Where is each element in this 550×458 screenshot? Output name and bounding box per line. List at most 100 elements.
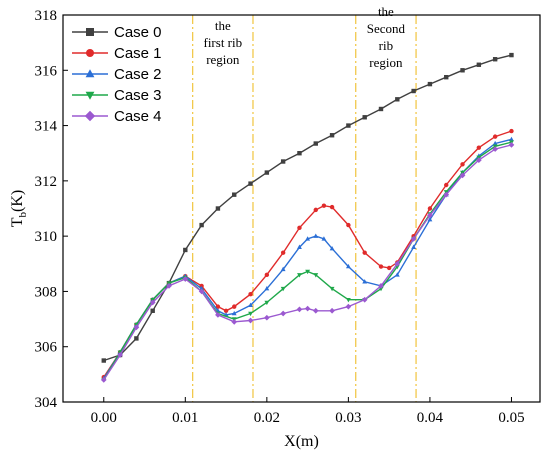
- data-point: [329, 245, 335, 251]
- legend-item: Case 4: [72, 108, 162, 125]
- series-case-4: [100, 142, 515, 383]
- legend-item: Case 0: [72, 24, 162, 41]
- data-point: [100, 377, 107, 383]
- data-point: [411, 244, 417, 249]
- legend-item: Case 3: [72, 87, 162, 104]
- data-point: [263, 314, 270, 321]
- data-point: [231, 310, 237, 316]
- legend-label: Case 3: [114, 87, 162, 104]
- data-point: [427, 216, 433, 222]
- data-point: [215, 304, 221, 309]
- data-point: [476, 62, 482, 67]
- data-point: [459, 172, 466, 179]
- data-point: [509, 52, 514, 58]
- data-point: [313, 207, 318, 213]
- data-point: [248, 311, 253, 317]
- data-point: [378, 106, 384, 112]
- y-axis-title-main: T: [9, 217, 26, 227]
- data-point: [248, 302, 253, 308]
- data-point: [297, 225, 302, 231]
- data-point: [280, 286, 286, 292]
- data-point: [215, 312, 221, 318]
- data-point: [492, 57, 498, 62]
- series-layer: [100, 52, 515, 383]
- x-tick-label: 0.00: [91, 410, 117, 426]
- region-label-line: first rib: [203, 35, 242, 50]
- region-label-line: region: [206, 52, 240, 67]
- data-point: [280, 266, 286, 272]
- x-tick-label: 0.05: [498, 410, 524, 426]
- y-tick-label: 318: [35, 8, 58, 24]
- series-line: [103, 141, 512, 381]
- data-point: [248, 181, 253, 186]
- data-point: [346, 222, 351, 228]
- data-point: [304, 305, 311, 312]
- series-line: [103, 130, 512, 378]
- data-point: [345, 303, 352, 310]
- data-point: [378, 283, 384, 289]
- data-point: [280, 250, 286, 255]
- y-tick-label: 304: [35, 395, 58, 411]
- y-tick-label: 306: [35, 340, 58, 356]
- data-point: [444, 74, 449, 80]
- data-point: [427, 206, 433, 211]
- region-label-line: the: [378, 4, 394, 19]
- data-point: [460, 68, 465, 73]
- y-tick-label: 310: [35, 229, 58, 245]
- data-point: [345, 297, 351, 303]
- x-tick-label: 0.01: [172, 410, 198, 426]
- data-point: [394, 272, 400, 277]
- data-point: [313, 233, 319, 238]
- data-point: [150, 308, 155, 313]
- region-label-layer: the first rib region the Second rib region: [203, 4, 405, 70]
- x-axis-title: X(m): [284, 433, 319, 450]
- region-label-line: the: [215, 18, 231, 33]
- data-point: [232, 304, 237, 309]
- data-point: [264, 272, 270, 278]
- data-point: [361, 296, 368, 303]
- data-point: [215, 206, 221, 211]
- data-point: [329, 286, 335, 292]
- legend-swatch-marker: [86, 28, 94, 36]
- data-point: [312, 307, 319, 314]
- data-point: [378, 264, 384, 269]
- y-axis-title-sub: b: [17, 211, 29, 217]
- data-point: [427, 81, 433, 87]
- data-point: [427, 212, 433, 219]
- data-point: [297, 151, 302, 156]
- data-point: [509, 128, 514, 134]
- rib-region-layer: [191, 15, 417, 402]
- data-point: [134, 336, 139, 341]
- data-point: [492, 140, 498, 146]
- y-tick-label: 312: [35, 174, 58, 190]
- data-point: [280, 159, 286, 164]
- data-point: [231, 318, 238, 325]
- data-point: [345, 263, 351, 269]
- data-point: [133, 324, 140, 331]
- data-point: [223, 308, 229, 313]
- y-tick-label: 308: [35, 284, 58, 300]
- legend: Case 0 Case 1 Case 2 Case 3 Case 4: [72, 24, 162, 125]
- data-point: [411, 88, 416, 94]
- data-point: [149, 299, 156, 306]
- region-label-line: Second: [367, 21, 406, 36]
- data-point: [508, 142, 515, 148]
- data-point: [199, 222, 204, 228]
- legend-label: Case 0: [114, 24, 162, 41]
- data-point: [117, 352, 123, 358]
- legend-label: Case 1: [114, 45, 162, 62]
- series-line: [103, 138, 512, 379]
- x-tick-label: 0.04: [417, 410, 444, 426]
- data-point: [492, 134, 498, 139]
- data-point: [443, 191, 450, 198]
- legend-swatch-marker: [85, 69, 95, 78]
- data-point: [296, 306, 303, 313]
- data-point: [509, 136, 514, 142]
- data-point: [264, 286, 270, 291]
- data-point: [321, 236, 327, 241]
- data-point: [305, 236, 311, 241]
- x-tick-label: 0.02: [254, 410, 280, 426]
- data-point: [321, 203, 327, 208]
- y-tick-label: 314: [35, 119, 58, 135]
- legend-label: Case 2: [114, 66, 162, 83]
